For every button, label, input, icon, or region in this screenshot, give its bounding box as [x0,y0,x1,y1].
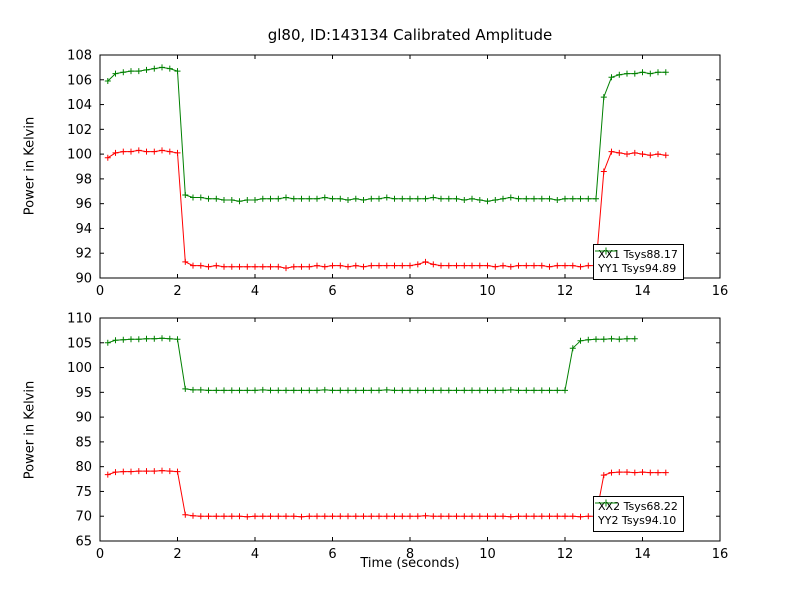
x-tick-label: 10 [479,284,496,299]
legend-marker [595,247,617,255]
y-tick-label: 105 [67,336,92,351]
series-line [107,149,666,269]
chart-title: gl80, ID:143134 Calibrated Amplitude [267,26,553,44]
subplot-0: 0 2 4 6 8 10 12 14 16 90 92 94 96 98 100 102 104 106 108 [67,49,728,300]
series-markers [104,64,669,205]
y-tick-label: 100 [67,148,92,163]
x-tick-label: 8 [406,284,414,299]
legend-bottom: XX2 Tsys68.22 YY2 Tsys94.10 [593,496,684,532]
legend-top: XX1 Tsys88.17 YY1 Tsys94.89 [593,244,684,280]
series-line [107,337,635,391]
x-tick-label: 14 [634,547,651,562]
y-tick-label: 94 [75,222,92,237]
legend-line-sample [595,247,617,255]
x-tick-label: 6 [328,547,336,562]
y-axis-label-top: Power in Kelvin [22,116,38,216]
y-axis-label-bottom: Power in Kelvin [22,380,38,480]
x-tick-label: 4 [251,284,259,299]
y-tick-label: 108 [67,49,92,64]
x-tick-label: 8 [406,547,414,562]
x-tick-label: 16 [712,284,729,299]
y-tick-label: 102 [67,123,92,138]
legend-entry: YY1 Tsys94.89 [595,247,678,276]
legend-entry: YY2 Tsys94.10 [595,499,678,528]
legend-label: XX1 Tsys88.17 [598,248,678,261]
x-tick-label: 16 [712,547,729,562]
y-tick-label: 92 [75,247,92,262]
subplot-1: 0 2 4 6 8 10 12 14 16 65 70 75 80 85 90 95 100 105 110 [67,312,728,563]
x-tick-label: 0 [96,547,104,562]
series-line [107,66,666,202]
series-markers [104,335,638,394]
x-tick-label: 6 [328,284,336,299]
y-tick-label: 104 [67,98,92,113]
y-tick-label: 80 [75,460,92,475]
y-tick-label: 65 [75,535,92,550]
y-tick-label: 90 [75,272,92,287]
x-tick-label: 2 [173,284,181,299]
x-tick-label: 2 [173,547,181,562]
legend-line-sample [595,499,617,507]
series-line [107,470,666,518]
y-tick-label: 96 [75,197,92,212]
y-tick-label: 90 [75,411,92,426]
legend-label: XX2 Tsys68.22 [598,500,678,513]
y-tick-label: 110 [67,312,92,327]
y-tick-label: 75 [75,485,92,500]
x-tick-label: 14 [634,284,651,299]
legend-label: YY1 Tsys94.89 [598,262,677,275]
legend-marker [595,499,617,507]
y-tick-label: 70 [75,510,92,525]
y-tick-label: 100 [67,361,92,376]
x-tick-label: 12 [557,284,574,299]
x-axis-label: Time (seconds) [360,556,460,571]
x-tick-label: 4 [251,547,259,562]
y-tick-label: 85 [75,435,92,450]
x-tick-label: 10 [479,547,496,562]
y-tick-label: 106 [67,73,92,88]
legend-label: YY2 Tsys94.10 [598,514,677,527]
x-tick-label: 12 [557,547,574,562]
y-tick-label: 95 [75,386,92,401]
series-markers [104,467,669,520]
series-markers [104,147,669,272]
y-tick-label: 98 [75,172,92,187]
x-tick-label: 0 [96,284,104,299]
